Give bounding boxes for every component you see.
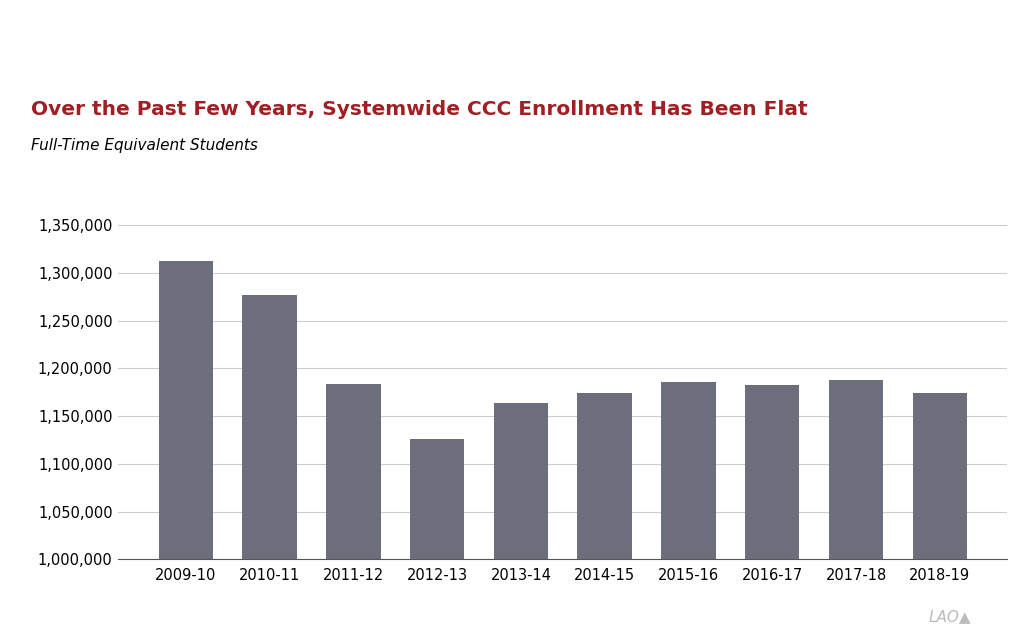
Text: Figure 4: Figure 4 [14,24,85,39]
Bar [158,261,213,643]
Bar [410,439,465,643]
Bar [745,385,800,643]
Text: LAO▲: LAO▲ [929,609,971,624]
Text: Full-Time Equivalent Students: Full-Time Equivalent Students [31,138,258,153]
Bar [243,294,297,643]
Bar [913,393,967,643]
Bar [661,382,715,643]
Bar [326,384,380,643]
Bar [578,393,632,643]
Bar [493,403,548,643]
Bar [829,380,883,643]
Text: Over the Past Few Years, Systemwide CCC Enrollment Has Been Flat: Over the Past Few Years, Systemwide CCC … [31,100,807,119]
